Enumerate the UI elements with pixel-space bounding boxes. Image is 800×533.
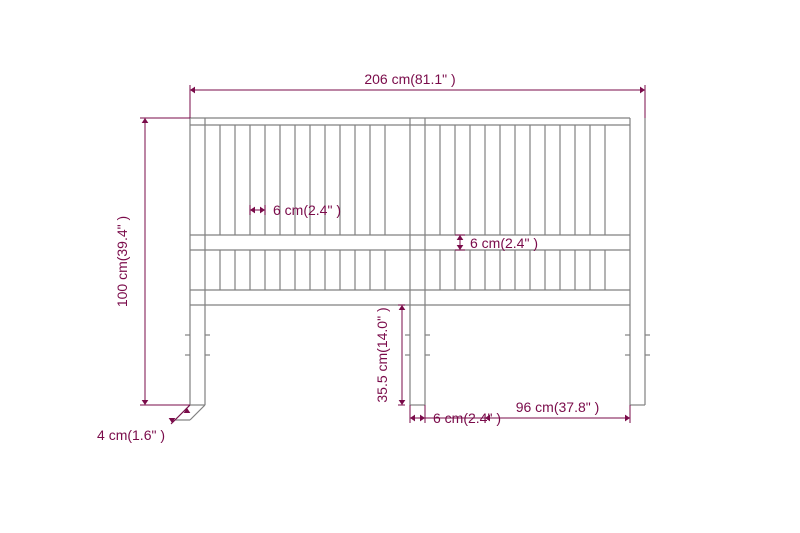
technical-drawing: 206 cm(81.1" ) 100 cm(39.4" ) 6 cm(2.4" ) 6… — [0, 0, 800, 533]
headboard-object — [175, 118, 650, 420]
dim-rail-gap: 6 cm(2.4" ) — [470, 235, 538, 251]
dim-left-height: 100 cm(39.4" ) — [114, 216, 130, 307]
dim-depth: 4 cm(1.6" ) — [97, 427, 165, 443]
dim-leg-height: 35.5 cm(14.0" ) — [374, 307, 390, 402]
dim-top-width: 206 cm(81.1" ) — [364, 71, 455, 87]
dim-panel-width: 96 cm(37.8" ) — [516, 399, 600, 415]
dim-slat-gap: 6 cm(2.4" ) — [273, 202, 341, 218]
dimension-lines: 206 cm(81.1" ) 100 cm(39.4" ) 6 cm(2.4" ) 6… — [97, 71, 645, 443]
